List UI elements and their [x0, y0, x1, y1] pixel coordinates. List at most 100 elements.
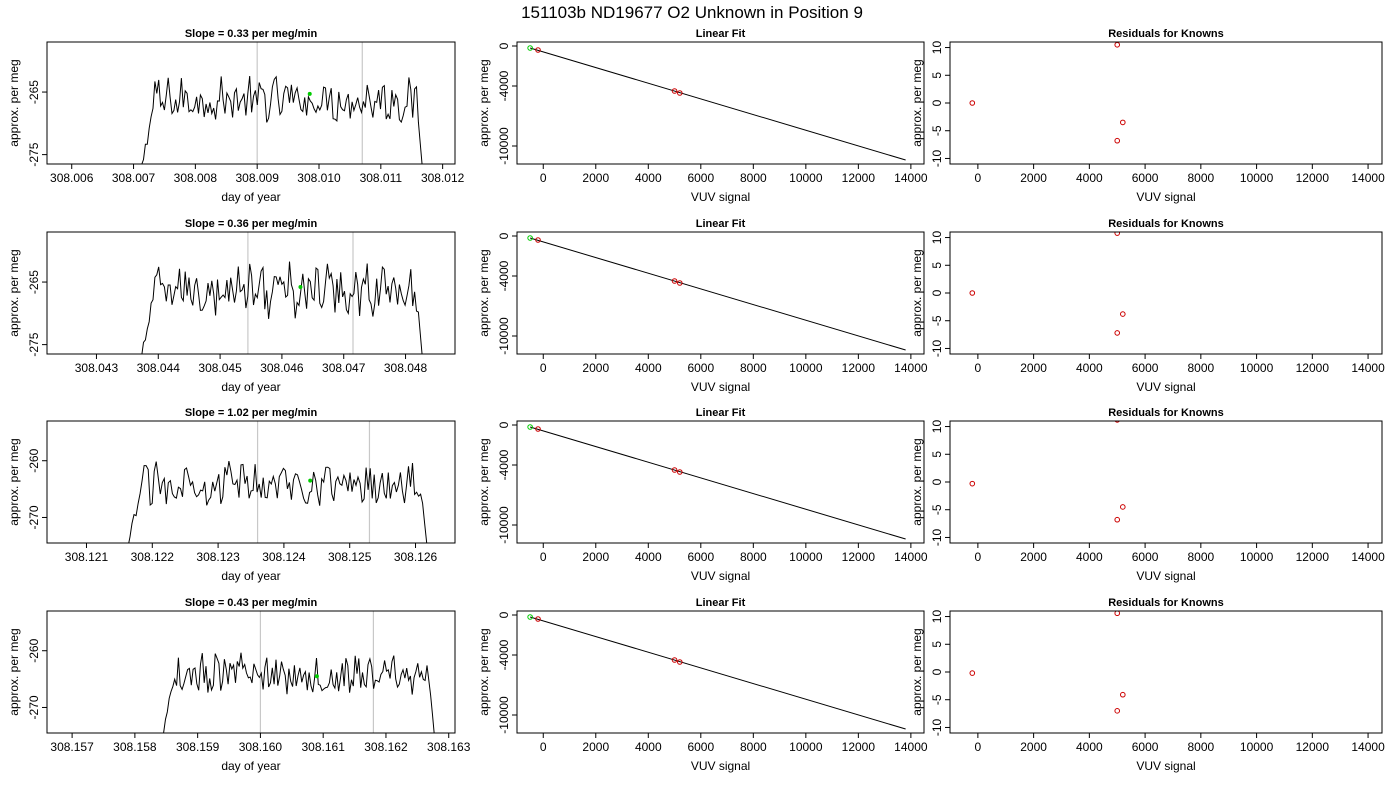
y-tick-label: -5 — [930, 125, 944, 136]
mean-point — [314, 674, 319, 679]
panel-title: Linear Fit — [696, 218, 746, 230]
x-tick-label: 14000 — [894, 550, 928, 564]
x-tick-label: 12000 — [1296, 361, 1330, 375]
y-tick-label: 0 — [497, 421, 511, 428]
x-axis-label: VUV signal — [1136, 190, 1195, 204]
residual-point — [969, 100, 976, 106]
unknown-point — [527, 424, 533, 430]
plot-frame — [46, 41, 456, 165]
y-tick-label: 0 — [930, 668, 944, 675]
panel-title: Slope = 1.02 per meg/min — [185, 407, 318, 419]
residual-point — [1114, 232, 1121, 236]
panel-fit-row-4: Linear Fit VUV signal approx. per meg 0 2000… — [477, 597, 928, 773]
x-axis-label: VUV signal — [691, 569, 750, 583]
y-tick-label: 5 — [930, 72, 944, 79]
panel-fit-row-3: Linear Fit VUV signal approx. per meg 0 2000… — [477, 407, 928, 583]
residual-point — [1114, 421, 1120, 423]
known-point — [677, 469, 683, 475]
y-tick-label: -10 — [930, 149, 944, 167]
unknown-point — [527, 45, 533, 51]
residual-point — [1114, 42, 1121, 48]
plot-frame — [949, 610, 1383, 734]
plot-frame — [516, 420, 925, 544]
y-tick-label: 5 — [930, 641, 944, 648]
y-tick-label: -10000 — [497, 696, 511, 734]
x-tick-label: 8000 — [1187, 550, 1214, 564]
y-axis-label: approx. per meg — [7, 438, 21, 525]
y-axis-label: approx. per meg — [7, 628, 21, 715]
x-tick-label: 8000 — [740, 550, 767, 564]
residual-point — [1114, 611, 1121, 617]
panel-time-row-2: Slope = 0.36 per meg/min day of year appro… — [7, 218, 456, 394]
panel-residuals-row-2: Residuals for Knowns VUV signal approx. pe… — [910, 218, 1385, 394]
x-axis-label: day of year — [221, 759, 280, 773]
y-axis-label: approx. per meg — [7, 59, 21, 146]
y-tick-label: -5 — [930, 694, 944, 705]
residual-point — [969, 480, 976, 487]
x-tick-label: 12000 — [1296, 171, 1330, 185]
x-tick-label: 0 — [540, 550, 547, 564]
y-tick-label: 10 — [930, 610, 944, 624]
plot-area — [969, 42, 1126, 144]
unknown-point — [527, 235, 533, 241]
known-point — [671, 467, 678, 473]
x-tick-label: 0 — [540, 361, 547, 375]
x-tick-label: 2000 — [582, 550, 609, 564]
residual-point — [1120, 311, 1126, 317]
panel-title: Slope = 0.33 per meg/min — [185, 28, 318, 40]
residual-point — [1120, 691, 1126, 698]
fit-line — [529, 237, 906, 351]
y-tick-label: 10 — [930, 420, 944, 434]
x-tick-label: 0 — [975, 740, 982, 754]
y-tick-label: -275 — [27, 332, 41, 356]
residual-point — [1114, 708, 1121, 714]
data-trace-line — [128, 461, 428, 543]
x-axis-label: day of year — [221, 380, 280, 394]
x-tick-label: 0 — [540, 171, 547, 185]
data-trace-line — [141, 75, 423, 164]
panel-title: Residuals for Knowns — [1108, 597, 1224, 609]
x-tick-label: 10000 — [1240, 740, 1274, 754]
panel-title: Residuals for Knowns — [1108, 218, 1224, 230]
panel-fit-row-2: Linear Fit VUV signal approx. per meg 0 2000… — [477, 218, 928, 394]
x-tick-label: 308.047 — [322, 361, 366, 375]
panel-residuals-row-1: Residuals for Knowns VUV signal approx. pe… — [910, 28, 1385, 204]
x-tick-label: 2000 — [1020, 550, 1047, 564]
x-tick-label: 10000 — [789, 361, 823, 375]
x-tick-label: 308.159 — [176, 740, 220, 754]
y-axis-label: approx. per meg — [477, 438, 491, 525]
fit-line — [529, 426, 906, 540]
plot-frame — [516, 231, 925, 355]
x-tick-label: 2000 — [1020, 361, 1047, 375]
x-tick-label: 308.162 — [364, 740, 408, 754]
residual-point — [1120, 119, 1126, 126]
y-tick-label: 5 — [930, 451, 944, 458]
mean-point — [307, 91, 312, 96]
y-tick-label: 0 — [930, 99, 944, 106]
residual-point — [1120, 504, 1126, 510]
plot-area — [527, 45, 906, 161]
x-tick-label: 14000 — [894, 171, 928, 185]
x-tick-label: 8000 — [1187, 740, 1214, 754]
y-tick-label: 0 — [497, 232, 511, 239]
panel-time-row-3: Slope = 1.02 per meg/min day of year appro… — [7, 407, 456, 583]
panel-time-row-1: Slope = 0.33 per meg/min day of year appro… — [7, 28, 465, 204]
x-tick-label: 12000 — [842, 171, 876, 185]
x-tick-label: 8000 — [1187, 361, 1214, 375]
y-axis-label: approx. per meg — [477, 249, 491, 336]
mean-point — [308, 478, 313, 483]
x-tick-label: 308.043 — [75, 361, 119, 375]
x-tick-label: 6000 — [1132, 171, 1159, 185]
x-tick-label: 308.161 — [301, 740, 345, 754]
panel-title: Linear Fit — [696, 597, 746, 609]
x-axis-label: VUV signal — [1136, 380, 1195, 394]
x-tick-label: 12000 — [842, 361, 876, 375]
y-tick-label: 10 — [930, 41, 944, 55]
x-tick-label: 10000 — [789, 740, 823, 754]
x-tick-label: 0 — [975, 361, 982, 375]
y-tick-label: 0 — [930, 478, 944, 485]
panel-title: Slope = 0.43 per meg/min — [185, 597, 318, 609]
x-tick-label: 308.046 — [260, 361, 304, 375]
plot-frame — [949, 41, 1383, 165]
